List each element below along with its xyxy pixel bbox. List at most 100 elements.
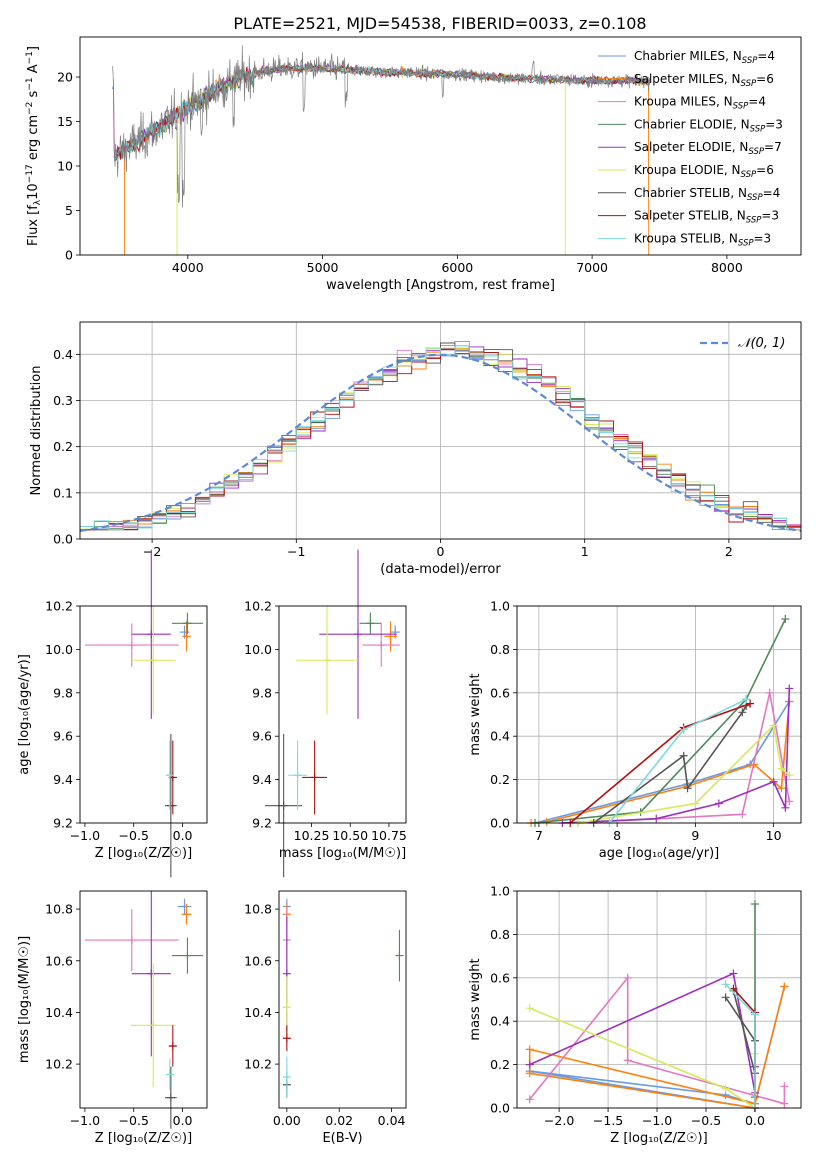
point-kroupa-elodie <box>149 1021 158 1030</box>
y-tick-label: 0.6 <box>490 970 510 985</box>
weight-point-kroupa-elodie <box>691 799 700 808</box>
weight-point-salpeter-miles <box>777 784 786 793</box>
y-tick-label: 5 <box>65 203 73 218</box>
y-tick-label: 1.0 <box>490 884 510 899</box>
plot-frame <box>278 890 407 1109</box>
x-tick-label: 0 <box>437 544 445 559</box>
x-tick-label: 0.0 <box>173 828 193 843</box>
point-chabrier-elodie <box>183 619 192 628</box>
weight-point-salpeter-elodie <box>785 684 794 693</box>
point-kroupa-elodie <box>282 1003 291 1012</box>
weight-point-kroupa-miles <box>780 1099 789 1108</box>
y-tick-label: 0.8 <box>490 927 510 942</box>
y-axis-label: mass [log₁₀(M/M☉)] <box>17 936 32 1063</box>
figure-title: PLATE=2521, MJD=54538, FIBERID=0033, z=0… <box>233 14 646 33</box>
spectrum-observed <box>111 45 651 208</box>
weight-point-chabrier-elodie <box>781 615 790 624</box>
point-kroupa-elodie <box>323 656 332 665</box>
y-tick-label: 1.0 <box>490 599 510 614</box>
point-salpeter-elodie <box>147 630 156 639</box>
weight-point-kroupa-stelib <box>742 695 751 704</box>
point-kroupa-miles <box>127 936 136 945</box>
x-tick-label: 10.25 <box>294 828 330 843</box>
y-axis-label: mass weight <box>468 958 483 1040</box>
y-tick-label: 9.4 <box>53 772 73 787</box>
y-tick-label: 0 <box>65 248 73 263</box>
plot-frame <box>278 605 407 824</box>
x-tick-label: −0.5 <box>119 1113 149 1128</box>
legend-label-kroupa-stelib: Kroupa STELIB, NSSP=3 <box>634 231 771 248</box>
x-tick-label: 7000 <box>576 260 608 275</box>
mass-weight-vs-age-panel: 7 8 9 10 0.0 0.2 0.4 0.6 0.8 1.0 age [log₁₀(age/yr… <box>468 599 802 861</box>
point-salpeter-miles <box>182 910 191 919</box>
x-tick-label: 0.0 <box>745 1113 765 1128</box>
x-tick-label: −0.5 <box>119 828 149 843</box>
y-axis-label: mass weight <box>468 673 483 755</box>
y-tick-label: 10.2 <box>45 599 73 614</box>
weight-point-kroupa-miles <box>623 1056 632 1065</box>
weight-point-kroupa-miles <box>785 797 794 806</box>
weight-point-kroupa-miles <box>765 688 774 697</box>
weight-point-salpeter-elodie <box>525 1060 534 1069</box>
weight-point-kroupa-stelib <box>721 980 730 989</box>
x-axis-label: mass [log₁₀(M/M☉)] <box>279 846 406 861</box>
y-axis-label: Flux [fλ10−17 erg cm−2 s−1 A−1] <box>25 46 43 246</box>
y-tick-label: 10.2 <box>45 1057 73 1072</box>
weight-point-chabrier-stelib <box>721 993 730 1002</box>
weight-point-salpeter-miles <box>525 1069 534 1078</box>
point-salpeter-miles <box>182 632 191 641</box>
x-tick-label: 8 <box>613 828 621 843</box>
x-axis-label: Z [log₁₀(Z/Z☉)] <box>610 1131 707 1146</box>
weight-point-kroupa-miles <box>623 973 632 982</box>
x-tick-label: −1.0 <box>642 1113 672 1128</box>
y-tick-label: 0.4 <box>53 347 73 362</box>
point-chabrier-stelib <box>279 801 288 810</box>
plot-frame <box>79 605 208 824</box>
y-tick-label: 0.0 <box>490 816 510 831</box>
y-tick-label: 9.6 <box>53 729 73 744</box>
x-axis-label: wavelength [Angstrom, rest frame] <box>326 278 555 293</box>
x-axis-label: Z [log₁₀(Z/Z☉)] <box>95 1131 192 1146</box>
x-axis-label: age [log₁₀(age/yr)] <box>599 846 720 861</box>
x-tick-label: 10.50 <box>332 828 368 843</box>
y-tick-label: 0.2 <box>490 772 510 787</box>
weight-point-salpeter-elodie <box>652 814 661 823</box>
weight-point-salpeter-elodie <box>714 799 723 808</box>
age-vs-Z-panel: −1.0 −0.5 0.0 9.2 9.4 9.6 9.8 10.0 10.2 Z [log₁₀(… <box>17 549 208 878</box>
y-tick-label: 10 <box>57 159 73 174</box>
point-kroupa-elodie <box>149 656 158 665</box>
x-tick-label: 5000 <box>307 260 339 275</box>
x-tick-label: 6000 <box>441 260 473 275</box>
x-axis-label: Z [log₁₀(Z/Z☉)] <box>95 846 192 861</box>
x-tick-label: 2 <box>725 544 733 559</box>
x-axis-label: E(B-V) <box>322 1131 362 1146</box>
legend-label-gaussian: 𝒩(0, 1) <box>738 336 785 351</box>
y-axis-label: age [log₁₀(age/yr)] <box>17 654 32 775</box>
y-tick-label: 20 <box>57 70 73 85</box>
legend-label-salpeter-stelib: Salpeter STELIB, NSSP=3 <box>634 209 779 226</box>
legend-label-kroupa-miles: Kroupa MILES, NSSP=4 <box>634 95 766 112</box>
y-tick-label: 9.2 <box>252 816 272 831</box>
y-tick-label: 0.4 <box>490 729 510 744</box>
legend-label-salpeter-miles: Salpeter MILES, NSSP=6 <box>634 72 774 89</box>
weight-point-chabrier-stelib <box>738 708 747 717</box>
y-tick-label: 0.0 <box>53 532 73 547</box>
point-kroupa-stelib <box>293 771 302 780</box>
weight-point-salpeter-elodie <box>781 803 790 812</box>
legend-label-salpeter-elodie: Salpeter ELODIE, NSSP=7 <box>634 140 782 157</box>
y-tick-label: 10.0 <box>45 642 73 657</box>
spectrum-panel: 4000 5000 6000 7000 8000 0 5 10 15 20 wavelength [… <box>25 36 802 293</box>
weight-point-kroupa-stelib <box>750 1010 759 1019</box>
weight-point-salpeter-elodie <box>729 969 738 978</box>
x-tick-label: 0.04 <box>378 1113 406 1128</box>
legend-label-chabrier-miles: Chabrier MILES, NSSP=4 <box>634 49 775 66</box>
y-tick-label: 9.8 <box>53 685 73 700</box>
x-tick-label: 10.75 <box>371 828 407 843</box>
x-tick-label: 0.0 <box>173 1113 193 1128</box>
point-kroupa-miles <box>127 641 136 650</box>
point-chabrier-elodie <box>183 951 192 960</box>
y-axis-label: Normed distribution <box>29 366 44 496</box>
y-tick-label: 0.1 <box>53 485 73 500</box>
y-tick-label: 9.6 <box>252 729 272 744</box>
